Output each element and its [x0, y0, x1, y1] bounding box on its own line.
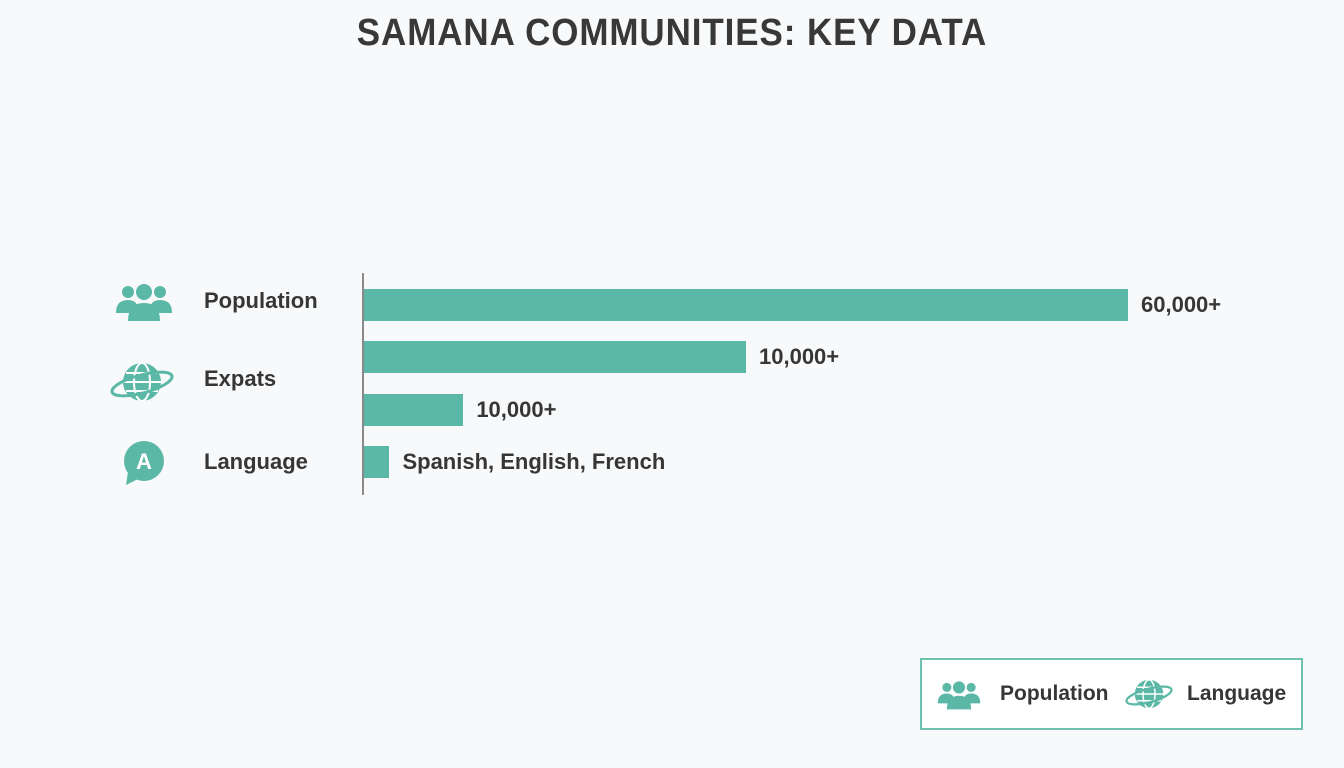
people-group-icon [937, 681, 981, 710]
legend-label: Population [1000, 682, 1109, 705]
category-label: Population [204, 288, 318, 313]
globe-ring-icon [110, 362, 174, 402]
people-group-icon [116, 284, 172, 321]
data-label: 10,000+ [476, 397, 557, 422]
bar [364, 394, 464, 426]
data-label: 60,000+ [1141, 292, 1222, 317]
bar [364, 446, 390, 478]
legend-label: Language [1187, 682, 1287, 705]
legend: Population Language [920, 658, 1303, 730]
bar [364, 341, 746, 373]
y-axis-line [362, 273, 364, 495]
bar [364, 289, 1128, 321]
data-label: 10,000+ [759, 344, 840, 369]
category-label: Expats [204, 366, 277, 391]
globe-ring-icon [1125, 679, 1173, 709]
data-label: Spanish, English, French [402, 449, 666, 474]
chart-title: SAMANA COMMUNITIES: KEY DATA [356, 12, 988, 54]
speech-bubble-a-icon: A [124, 441, 164, 485]
svg-text:A: A [136, 449, 152, 474]
category-label: Language [204, 449, 308, 474]
